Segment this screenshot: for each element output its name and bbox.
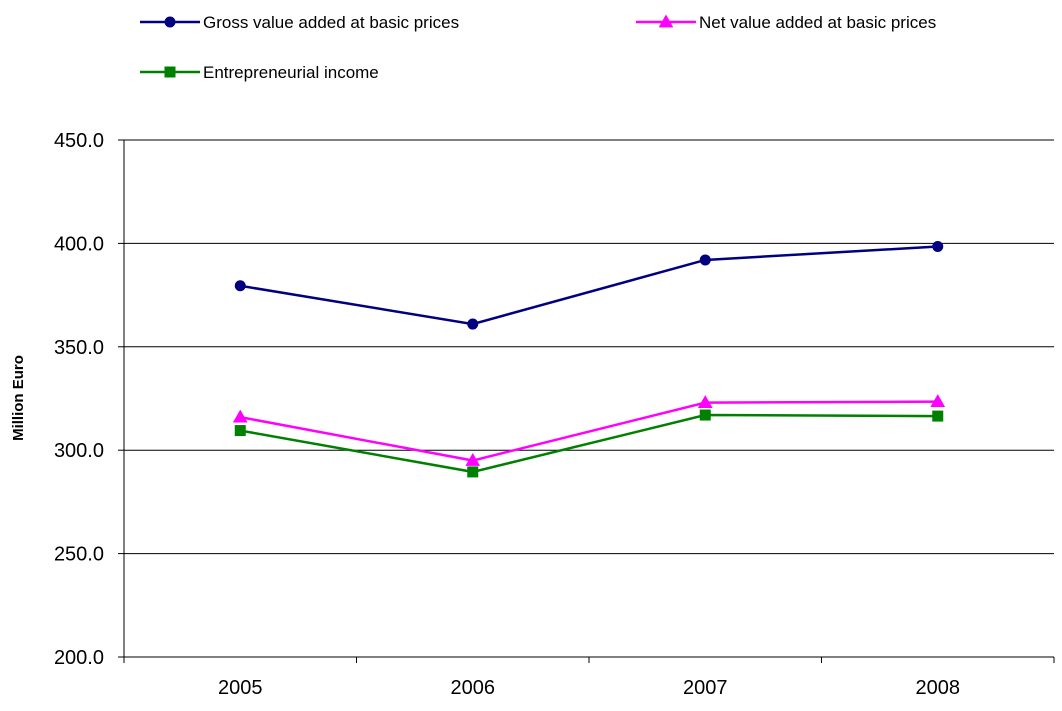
y-tick-label: 400.0 — [54, 233, 104, 255]
legend-item: Entrepreneurial income — [140, 63, 379, 82]
data-point — [932, 241, 944, 253]
data-point — [467, 466, 479, 478]
legend-marker — [658, 14, 674, 28]
legend-item: Net value added at basic prices — [636, 13, 936, 32]
x-tick-label: 2008 — [916, 677, 961, 699]
x-tick-label: 2006 — [451, 677, 496, 699]
data-point — [234, 425, 246, 437]
y-tick-label: 300.0 — [54, 440, 104, 462]
legend-label: Gross value added at basic prices — [203, 13, 459, 32]
data-point — [699, 254, 711, 266]
y-axis-label: Million Euro — [10, 355, 27, 441]
y-tick-label: 200.0 — [54, 647, 104, 669]
legend-item: Gross value added at basic prices — [140, 13, 459, 32]
data-point — [932, 410, 944, 422]
data-point — [465, 453, 481, 466]
data-point — [232, 409, 248, 423]
series-line — [240, 400, 938, 462]
data-point — [699, 409, 711, 421]
legend: Gross value added at basic prices Net val… — [140, 13, 936, 82]
series-group — [232, 241, 946, 478]
tick-labels: 200.0 250.0 300.0 350.0 400.0 450.0 2005 2006 20… — [54, 130, 960, 699]
series-line — [240, 245, 938, 326]
series — [234, 241, 944, 330]
axes — [118, 139, 1055, 663]
data-point — [697, 395, 713, 409]
data-point — [467, 318, 479, 330]
data-point — [234, 280, 246, 292]
x-tick-label: 2007 — [683, 677, 728, 699]
y-tick-label: 250.0 — [54, 544, 104, 566]
data-point — [930, 394, 946, 407]
series — [232, 394, 946, 466]
y-tick-label: 350.0 — [54, 337, 104, 359]
legend-marker — [164, 66, 176, 78]
legend-marker — [164, 16, 176, 28]
gridlines — [124, 139, 1054, 555]
series-line — [240, 413, 938, 474]
legend-label: Entrepreneurial income — [203, 63, 379, 82]
legend-label: Net value added at basic prices — [699, 13, 936, 32]
x-tick-label: 2005 — [218, 677, 263, 699]
series — [234, 409, 944, 478]
y-tick-label: 450.0 — [54, 130, 104, 152]
